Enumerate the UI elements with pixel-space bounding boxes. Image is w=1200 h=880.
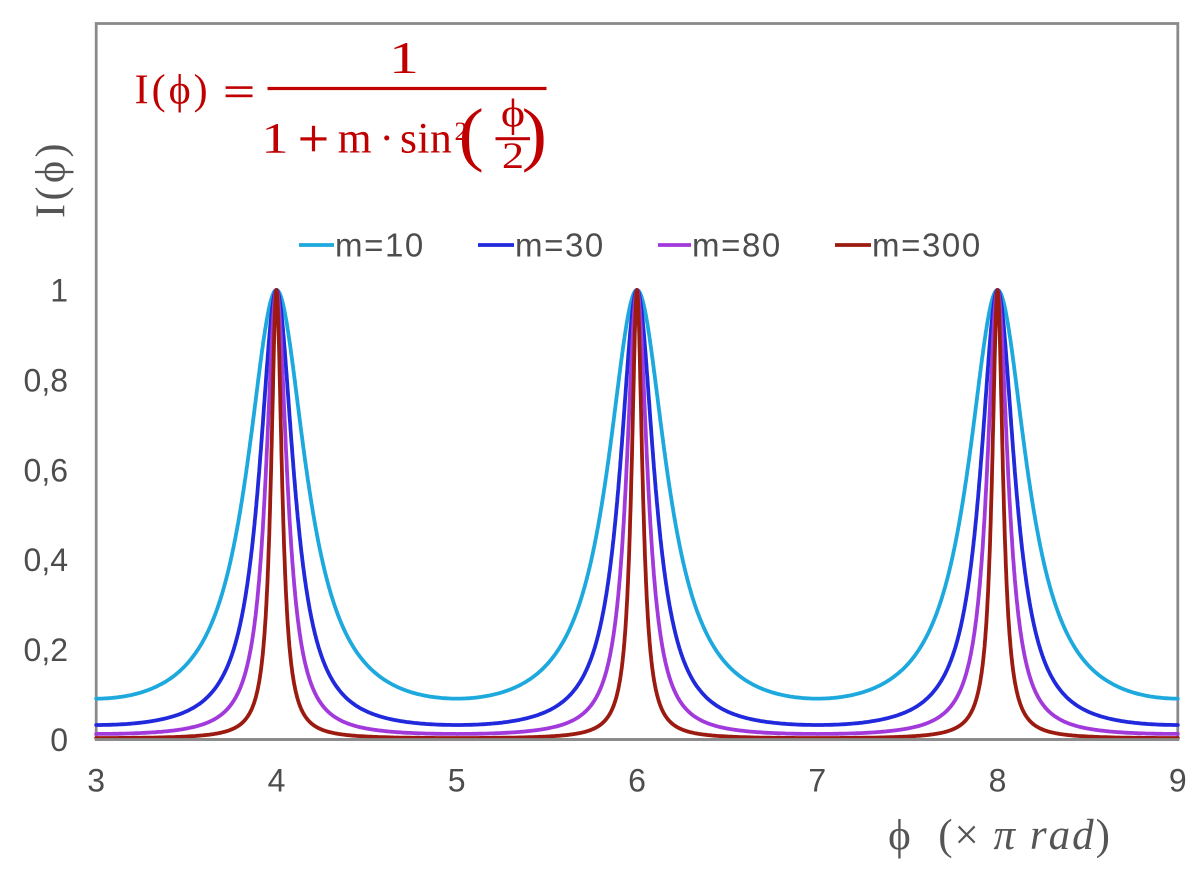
svg-text:0,8: 0,8 [24,362,68,398]
svg-text:m=30: m=30 [515,227,605,264]
svg-text:0: 0 [50,722,68,758]
svg-text:ϕ (× π rad): ϕ (× π rad) [888,812,1112,859]
svg-text:m=80: m=80 [692,227,782,264]
svg-text:7: 7 [808,763,826,799]
svg-text:9: 9 [1169,763,1187,799]
svg-text:3: 3 [87,763,105,799]
svg-text:I(ϕ): I(ϕ) [135,68,211,114]
svg-text:6: 6 [628,763,646,799]
svg-text:0,2: 0,2 [24,632,68,668]
svg-text:m: m [338,114,372,162]
svg-text:): ) [522,93,547,173]
svg-text:1: 1 [389,32,419,84]
svg-text:I(ϕ): I(ϕ) [29,140,75,218]
svg-text:m=10: m=10 [335,227,425,264]
svg-text:0,4: 0,4 [24,542,68,578]
svg-text:8: 8 [989,763,1007,799]
svg-text:1: 1 [261,113,288,162]
svg-text:·: · [379,114,394,162]
svg-text:2: 2 [502,135,524,176]
svg-text:ϕ: ϕ [501,92,525,136]
svg-text:4: 4 [268,763,286,799]
svg-text:5: 5 [448,763,466,799]
svg-text:0,6: 0,6 [24,452,68,488]
svg-text:1: 1 [50,273,68,309]
svg-text:(: ( [459,93,484,173]
svg-text:m=300: m=300 [872,227,982,264]
svg-text:2: 2 [455,117,468,146]
svg-text:sin: sin [400,114,452,162]
